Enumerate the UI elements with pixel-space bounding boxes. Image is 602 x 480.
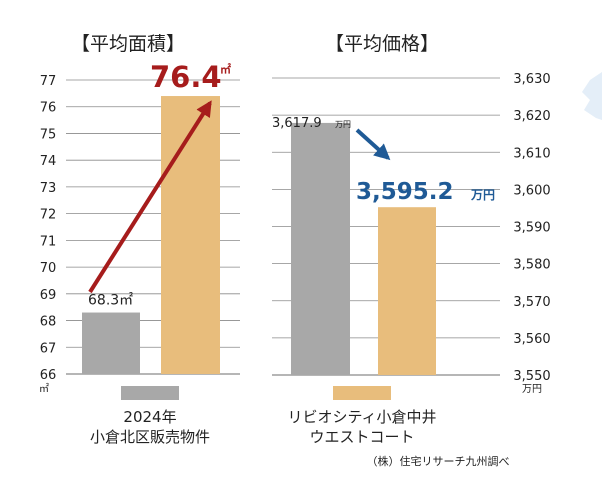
area-y-tick-label: 70 bbox=[40, 261, 57, 276]
price-decrease-arrow bbox=[355, 128, 391, 161]
legend-swatch-gray bbox=[121, 386, 179, 400]
price-y-tick-label: 3,570 bbox=[513, 295, 550, 310]
area-y-tick-label: 68 bbox=[40, 315, 57, 330]
price-y-unit: 万円 bbox=[522, 384, 542, 395]
area-value-label-1: 68.3㎡ bbox=[88, 293, 133, 309]
area-bar-2 bbox=[161, 96, 220, 374]
price-chart: 3,550 3,560 3,570 3,580 3,590 3,600 3,610 3,620… bbox=[272, 72, 551, 395]
area-y-tick-label: 77 bbox=[40, 74, 57, 89]
area-y-tick-label: 72 bbox=[40, 208, 57, 223]
price-value-label-1: 3,617.9 bbox=[272, 116, 322, 131]
price-y-tick-label: 3,620 bbox=[513, 109, 550, 124]
area-y-unit: ㎡ bbox=[39, 383, 49, 395]
price-value-label-2: 3,595.2 bbox=[356, 179, 454, 205]
area-increase-arrow bbox=[88, 100, 212, 294]
legend-label-2-line1: リビオシティ小倉中井 bbox=[287, 408, 436, 426]
area-y-tick-label: 66 bbox=[40, 368, 57, 383]
price-y-tick-label: 3,630 bbox=[513, 72, 550, 87]
area-y-tick-label: 74 bbox=[40, 154, 57, 169]
price-y-tick-label: 3,550 bbox=[513, 369, 550, 384]
legend-label-2-line2: ウエストコート bbox=[309, 428, 414, 446]
price-y-tick-label: 3,580 bbox=[513, 258, 550, 273]
area-bar-1 bbox=[82, 312, 140, 374]
area-y-tick-label: 69 bbox=[40, 288, 57, 303]
legend-swatch-orange bbox=[333, 386, 391, 400]
legend-label-1-line2: 小倉北区販売物件 bbox=[90, 428, 210, 446]
area-y-tick-label: 67 bbox=[40, 341, 57, 356]
legend-label-1-line1: 2024年 bbox=[123, 408, 176, 426]
decorative-corner-shape bbox=[582, 72, 602, 120]
area-y-tick-label: 71 bbox=[40, 234, 57, 249]
source-note: （株）住宅リサーチ九州調べ bbox=[367, 454, 510, 468]
price-bar-2 bbox=[378, 207, 436, 375]
price-value-label-2-unit: 万円 bbox=[470, 188, 495, 202]
price-y-tick-label: 3,610 bbox=[513, 146, 550, 161]
price-value-label-1-unit: 万円 bbox=[335, 120, 351, 129]
price-bar-1 bbox=[291, 122, 350, 375]
area-y-tick-label: 75 bbox=[40, 127, 57, 142]
area-y-tick-label: 73 bbox=[40, 181, 57, 196]
area-value-label-2: 76.4 bbox=[150, 60, 222, 94]
price-y-tick-label: 3,600 bbox=[513, 183, 550, 198]
price-y-tick-label: 3,560 bbox=[513, 332, 550, 347]
price-y-tick-label: 3,590 bbox=[513, 221, 550, 236]
price-chart-title: 【平均価格】 bbox=[325, 33, 439, 55]
area-y-tick-label: 76 bbox=[40, 101, 57, 116]
area-chart-title: 【平均面積】 bbox=[71, 33, 185, 55]
area-value-label-2-unit: ㎡ bbox=[220, 62, 231, 76]
